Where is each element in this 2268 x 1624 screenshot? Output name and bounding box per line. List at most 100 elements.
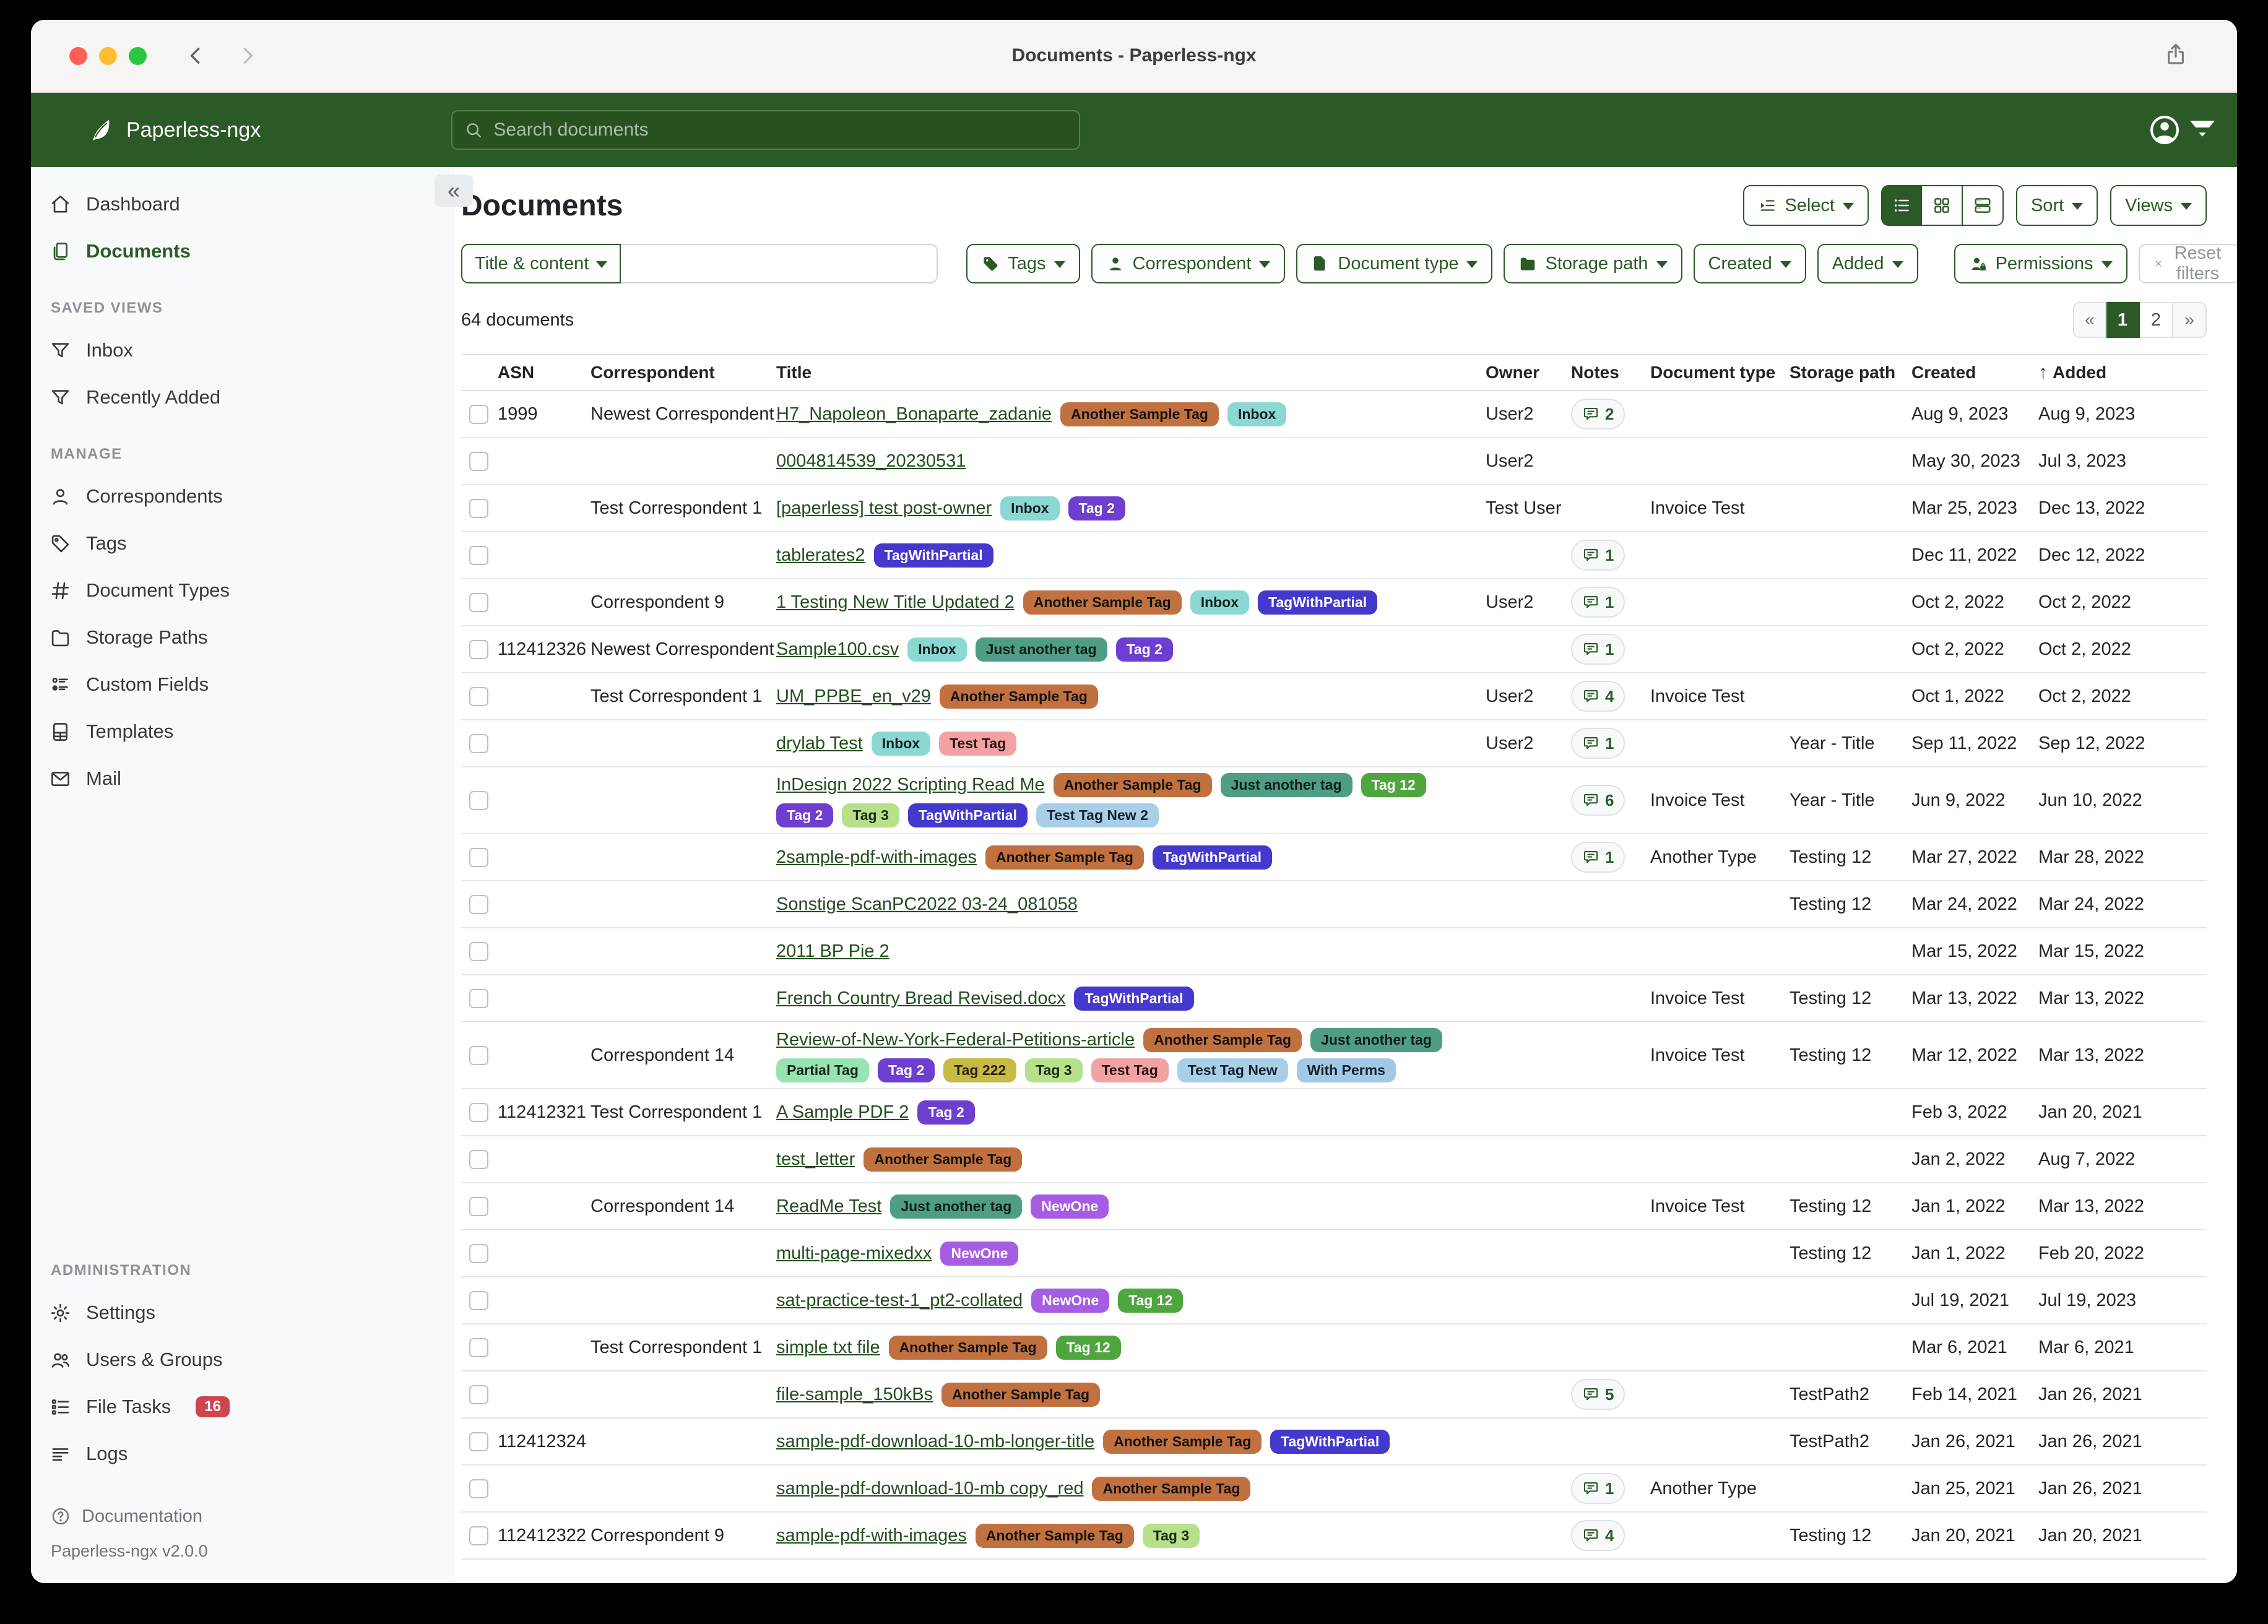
document-title-link[interactable]: test_letter [776,1149,855,1169]
sidebar-item-logs[interactable]: Logs [31,1430,455,1477]
document-title-link[interactable]: 2sample-pdf-with-images [776,847,977,867]
row-checkbox[interactable] [469,941,488,961]
reset-filters-button[interactable]: Reset filters [2138,243,2237,283]
row-checkbox[interactable] [469,1290,488,1310]
row-checkbox[interactable] [469,1045,488,1065]
tag-pill-tagwithpartial[interactable]: TagWithPartial [1270,1429,1390,1454]
notes-badge[interactable]: 6 [1571,785,1625,816]
document-title-link[interactable]: sat-practice-test-1_pt2-collated [776,1290,1023,1310]
row-checkbox[interactable] [469,894,488,914]
tag-pill-inbox[interactable]: Inbox [871,731,931,756]
row-checkbox[interactable] [469,639,488,659]
notes-badge[interactable]: 5 [1571,1379,1625,1410]
tag-pill-partial-tag[interactable]: Partial Tag [776,1058,869,1082]
tag-pill-tagwithpartial[interactable]: TagWithPartial [1258,590,1378,615]
row-checkbox[interactable] [469,1102,488,1122]
column-header-asn[interactable]: ASN [498,363,591,382]
document-title-link[interactable]: Sample100.csv [776,639,899,659]
tag-pill-tag-12[interactable]: Tag 12 [1055,1335,1121,1360]
grid-view-button[interactable] [1921,185,1963,226]
row-checkbox[interactable] [469,1149,488,1169]
document-title-link[interactable]: drylab Test [776,733,863,753]
tag-pill-another-sample-tag[interactable]: Another Sample Tag [1060,402,1219,426]
document-title-link[interactable]: file-sample_150kBs [776,1384,933,1404]
document-title-link[interactable]: multi-page-mixedxx [776,1243,932,1263]
column-header-added[interactable]: ↑ Added [2038,362,2207,383]
tag-pill-just-another-tag[interactable]: Just another tag [1310,1028,1442,1052]
row-checkbox[interactable] [469,404,488,424]
notes-badge[interactable]: 4 [1571,681,1625,712]
row-checkbox[interactable] [469,1432,488,1451]
sidebar-item-storage-paths[interactable]: Storage Paths [31,614,455,661]
select-dropdown-button[interactable]: Select [1743,185,1869,226]
tag-pill-another-sample-tag[interactable]: Another Sample Tag [1092,1476,1251,1501]
tag-pill-tag-2[interactable]: Tag 2 [917,1100,975,1125]
tag-pill-with-perms[interactable]: With Perms [1296,1058,1396,1082]
document-title-link[interactable]: simple txt file [776,1337,880,1357]
tag-pill-tag-12[interactable]: Tag 12 [1361,773,1426,797]
filter-permissions-button[interactable]: Permissions [1954,244,2127,283]
column-header-document-type[interactable]: Document type [1650,363,1790,382]
tag-pill-tag-2[interactable]: Tag 2 [877,1058,935,1082]
row-checkbox[interactable] [469,988,488,1008]
correspondent-value[interactable]: Test Correspondent 1 [591,498,763,518]
correspondent-value[interactable]: Correspondent 9 [591,592,725,612]
row-checkbox[interactable] [469,1384,488,1404]
minimize-window-button[interactable] [99,46,117,65]
search-field-selector-button[interactable]: Title & content [461,244,621,283]
browser-forward-icon[interactable] [236,45,258,67]
row-checkbox[interactable] [469,1526,488,1545]
filter-added-button[interactable]: Added [1817,244,1918,283]
notes-badge[interactable]: 1 [1571,540,1625,571]
title-content-filter-input[interactable] [621,244,938,283]
filter-storage-path-button[interactable]: Storage path [1504,244,1682,283]
notes-badge[interactable]: 1 [1571,842,1625,873]
tag-pill-another-sample-tag[interactable]: Another Sample Tag [1053,773,1212,797]
correspondent-value[interactable]: Newest Correspondent [591,404,774,424]
document-title-link[interactable]: UM_PPBE_en_v29 [776,686,931,706]
correspondent-value[interactable]: Correspondent 14 [591,1196,735,1216]
tag-pill-test-tag[interactable]: Test Tag [939,731,1017,756]
sidebar-collapse-button[interactable]: « [435,175,473,207]
sort-dropdown-button[interactable]: Sort [2015,185,2098,226]
notes-badge[interactable]: 2 [1571,399,1625,430]
tag-pill-tag-3[interactable]: Tag 3 [1142,1523,1200,1548]
tag-pill-just-another-tag[interactable]: Just another tag [890,1194,1023,1219]
tag-pill-another-sample-tag[interactable]: Another Sample Tag [939,684,1098,709]
document-title-link[interactable]: tablerates2 [776,545,865,565]
column-header-owner[interactable]: Owner [1486,363,1571,382]
row-checkbox[interactable] [469,1243,488,1263]
user-menu-button[interactable] [2148,113,2215,147]
sidebar-item-settings[interactable]: Settings [31,1289,455,1336]
sidebar-item-inbox[interactable]: Inbox [31,327,455,374]
row-checkbox[interactable] [469,790,488,810]
row-checkbox[interactable] [469,1196,488,1216]
tag-pill-just-another-tag[interactable]: Just another tag [975,637,1107,662]
row-checkbox[interactable] [469,592,488,612]
tag-pill-test-tag[interactable]: Test Tag [1091,1058,1169,1082]
document-title-link[interactable]: [paperless] test post-owner [776,498,992,518]
tag-pill-another-sample-tag[interactable]: Another Sample Tag [975,1523,1134,1548]
pagination-page-2[interactable]: 2 [2140,302,2173,338]
close-window-button[interactable] [69,46,87,65]
browser-back-icon[interactable] [185,45,207,67]
tag-pill-tagwithpartial[interactable]: TagWithPartial [1152,845,1273,870]
tag-pill-another-sample-tag[interactable]: Another Sample Tag [985,845,1144,870]
row-checkbox[interactable] [469,686,488,706]
tag-pill-tagwithpartial[interactable]: TagWithPartial [1074,986,1194,1011]
tag-pill-test-tag-new[interactable]: Test Tag New [1177,1058,1288,1082]
tag-pill-tagwithpartial[interactable]: TagWithPartial [907,803,1028,827]
sidebar-item-tags[interactable]: Tags [31,520,455,567]
document-title-link[interactable]: ReadMe Test [776,1196,882,1216]
correspondent-value[interactable]: Test Correspondent 1 [591,1102,763,1122]
sidebar-item-document-types[interactable]: Document Types [31,567,455,614]
filter-tags-button[interactable]: Tags [966,244,1080,283]
document-title-link[interactable]: H7_Napoleon_Bonaparte_zadanie [776,404,1052,424]
sidebar-item-templates[interactable]: Templates [31,708,455,755]
correspondent-value[interactable]: Correspondent 14 [591,1045,735,1065]
share-icon[interactable] [2163,41,2189,67]
documentation-link[interactable]: Documentation [51,1498,435,1534]
document-title-link[interactable]: sample-pdf-with-images [776,1525,967,1545]
sidebar-item-file-tasks[interactable]: File Tasks 16 [31,1383,455,1430]
document-title-link[interactable]: sample-pdf-download-10-mb-longer-title [776,1431,1095,1451]
